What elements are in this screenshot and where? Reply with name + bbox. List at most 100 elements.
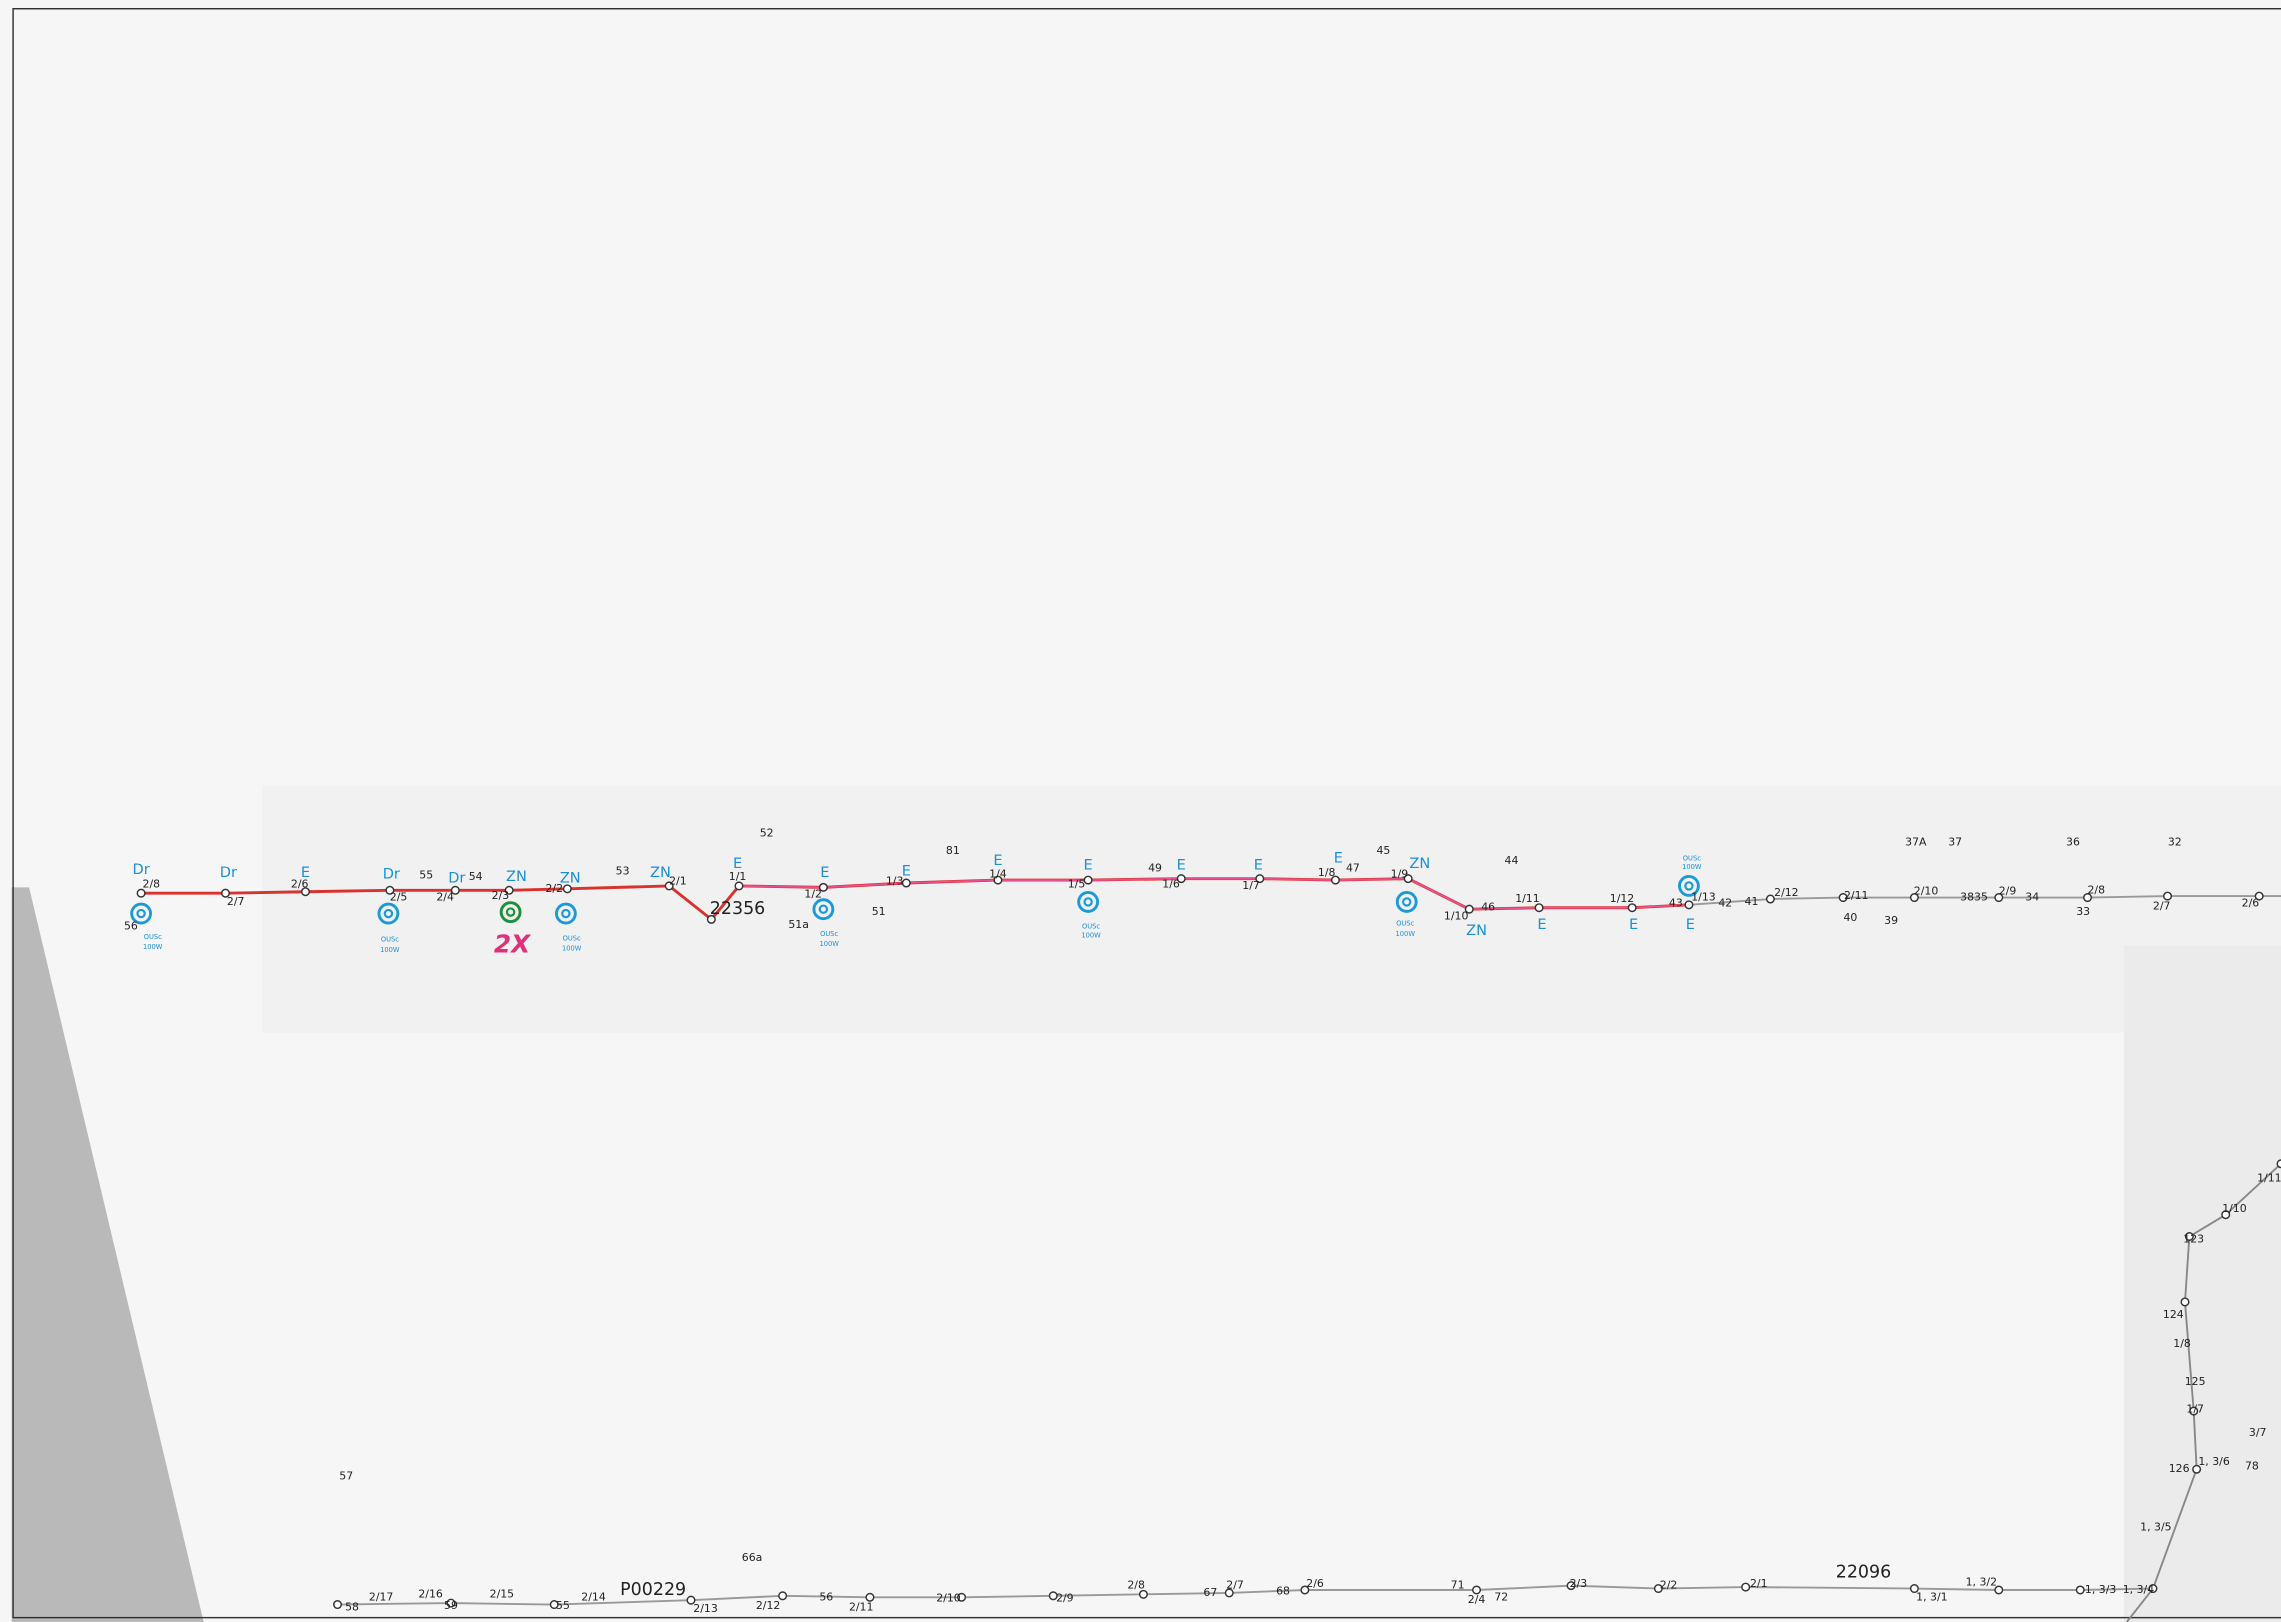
map-label: OUSc (1683, 854, 1701, 862)
map-label: 34 (2025, 891, 2039, 904)
pole (1684, 900, 1694, 910)
map-label: 37A (1905, 835, 1927, 848)
map-label: 2/6 (291, 877, 309, 890)
map-label: Dr (383, 866, 400, 882)
map-label: E (733, 856, 742, 872)
map-label: 1/13 (1691, 891, 1716, 904)
pole (1994, 1585, 2004, 1595)
map-label: 41 (1745, 895, 1759, 908)
pole (1300, 1585, 1310, 1595)
map-label: 2/5 (390, 891, 408, 904)
line-grey (2126, 1163, 2281, 1622)
map-label: 1/11 (1515, 892, 1540, 905)
map-label: 37 (1948, 835, 1962, 848)
pole (2180, 1297, 2190, 1307)
map-label: 2/3 (492, 889, 510, 902)
map-label: 1/3 (886, 875, 904, 888)
frame (12, 8, 2281, 1619)
map-label: 2/17 (369, 1590, 394, 1603)
pole (865, 1592, 875, 1602)
map-label: 126 (2169, 1462, 2190, 1475)
pole (1534, 903, 1544, 913)
map-label: 22356 (710, 899, 765, 919)
map-label: E (1629, 917, 1638, 933)
map-label: 49 (1148, 861, 1162, 874)
map-label: 2/7 (2153, 899, 2171, 912)
pole (1566, 1581, 1576, 1591)
pole (300, 887, 311, 897)
pole (1909, 1584, 1919, 1594)
map-label: 2/1 (669, 875, 687, 888)
lamp-green (499, 901, 522, 924)
map-label: 1/8 (1318, 866, 1336, 879)
map-label: 125 (2185, 1375, 2206, 1388)
map-label: E (1334, 850, 1343, 866)
map-label: OUSc (563, 934, 581, 942)
map-label: OUSc (381, 936, 399, 944)
pole (1224, 1588, 1234, 1598)
pole (957, 1592, 967, 1602)
map-label: 68 (1276, 1584, 1290, 1597)
pole (1083, 875, 1093, 885)
map-label: 2/6 (1306, 1577, 1324, 1590)
map-label: 36 (2066, 835, 2080, 848)
pole (2254, 891, 2264, 901)
pole (1138, 1589, 1148, 1599)
lamp-core (818, 904, 829, 914)
map-label: 123 (2183, 1232, 2204, 1245)
pole (1176, 874, 1186, 884)
map-label: 59 (444, 1599, 458, 1612)
map-label: E (301, 865, 310, 881)
map-label: 3835 (1960, 891, 1988, 904)
map-label: 1, 3/1 (1916, 1590, 1947, 1603)
map-label: OUSc (1082, 923, 1100, 931)
lamp (1678, 875, 1700, 897)
map-label: 33 (2076, 905, 2090, 918)
map-label: 2/2 (1660, 1579, 1678, 1592)
pole (136, 888, 146, 898)
pole (549, 1600, 559, 1610)
map-label: E (1084, 858, 1093, 874)
lamp-core (1083, 897, 1093, 907)
map-label: 1/1 (729, 870, 747, 883)
pole (1653, 1584, 1663, 1594)
map-label: 1, 3/4 (2123, 1583, 2154, 1596)
map-label: 56 (819, 1590, 833, 1603)
pole (504, 885, 514, 895)
map-label: 1/7 (2186, 1403, 2204, 1416)
map-label: 2/9 (1056, 1592, 1074, 1605)
map-label: 51 (872, 905, 886, 918)
pole (1464, 904, 1474, 914)
map-label: 2/8 (143, 877, 161, 890)
map-label: 1/6 (1162, 877, 1180, 890)
map-label: 100W (1396, 930, 1416, 938)
lamp (377, 902, 400, 925)
map-label: Dr (133, 862, 150, 878)
map-label: OUSc (1396, 920, 1414, 928)
map-label: 43 (1669, 896, 1683, 909)
pole (562, 884, 572, 894)
map-label: 52 (760, 827, 774, 840)
map-label: 66a (742, 1551, 763, 1564)
pole (332, 1600, 343, 1610)
map-label: 1, 3/2 (1966, 1576, 1997, 1589)
map-label: 2/6 (2242, 896, 2260, 909)
map-label: 72 (1494, 1590, 1508, 1603)
map-label: 55 (419, 869, 433, 882)
map-label: 67 (1203, 1586, 1217, 1599)
pole (2192, 1464, 2202, 1474)
map-label: 2/2 (545, 882, 563, 895)
map-label: 44 (1505, 854, 1519, 867)
pole (2184, 1231, 2194, 1242)
map-label: 100W (1081, 931, 1101, 939)
map-label: 1/9 (1391, 867, 1409, 880)
map-label: 39 (1884, 914, 1898, 927)
pole (2083, 893, 2093, 903)
map-label: 42 (1718, 896, 1732, 909)
map-label: 1, 3/6 (2198, 1455, 2229, 1468)
map-label: 3/7 (2249, 1426, 2267, 1439)
map-label: 2/7 (1226, 1579, 1244, 1592)
map-label: 58 (345, 1600, 359, 1613)
map-label: E (993, 853, 1002, 869)
pole (2276, 1159, 2281, 1169)
